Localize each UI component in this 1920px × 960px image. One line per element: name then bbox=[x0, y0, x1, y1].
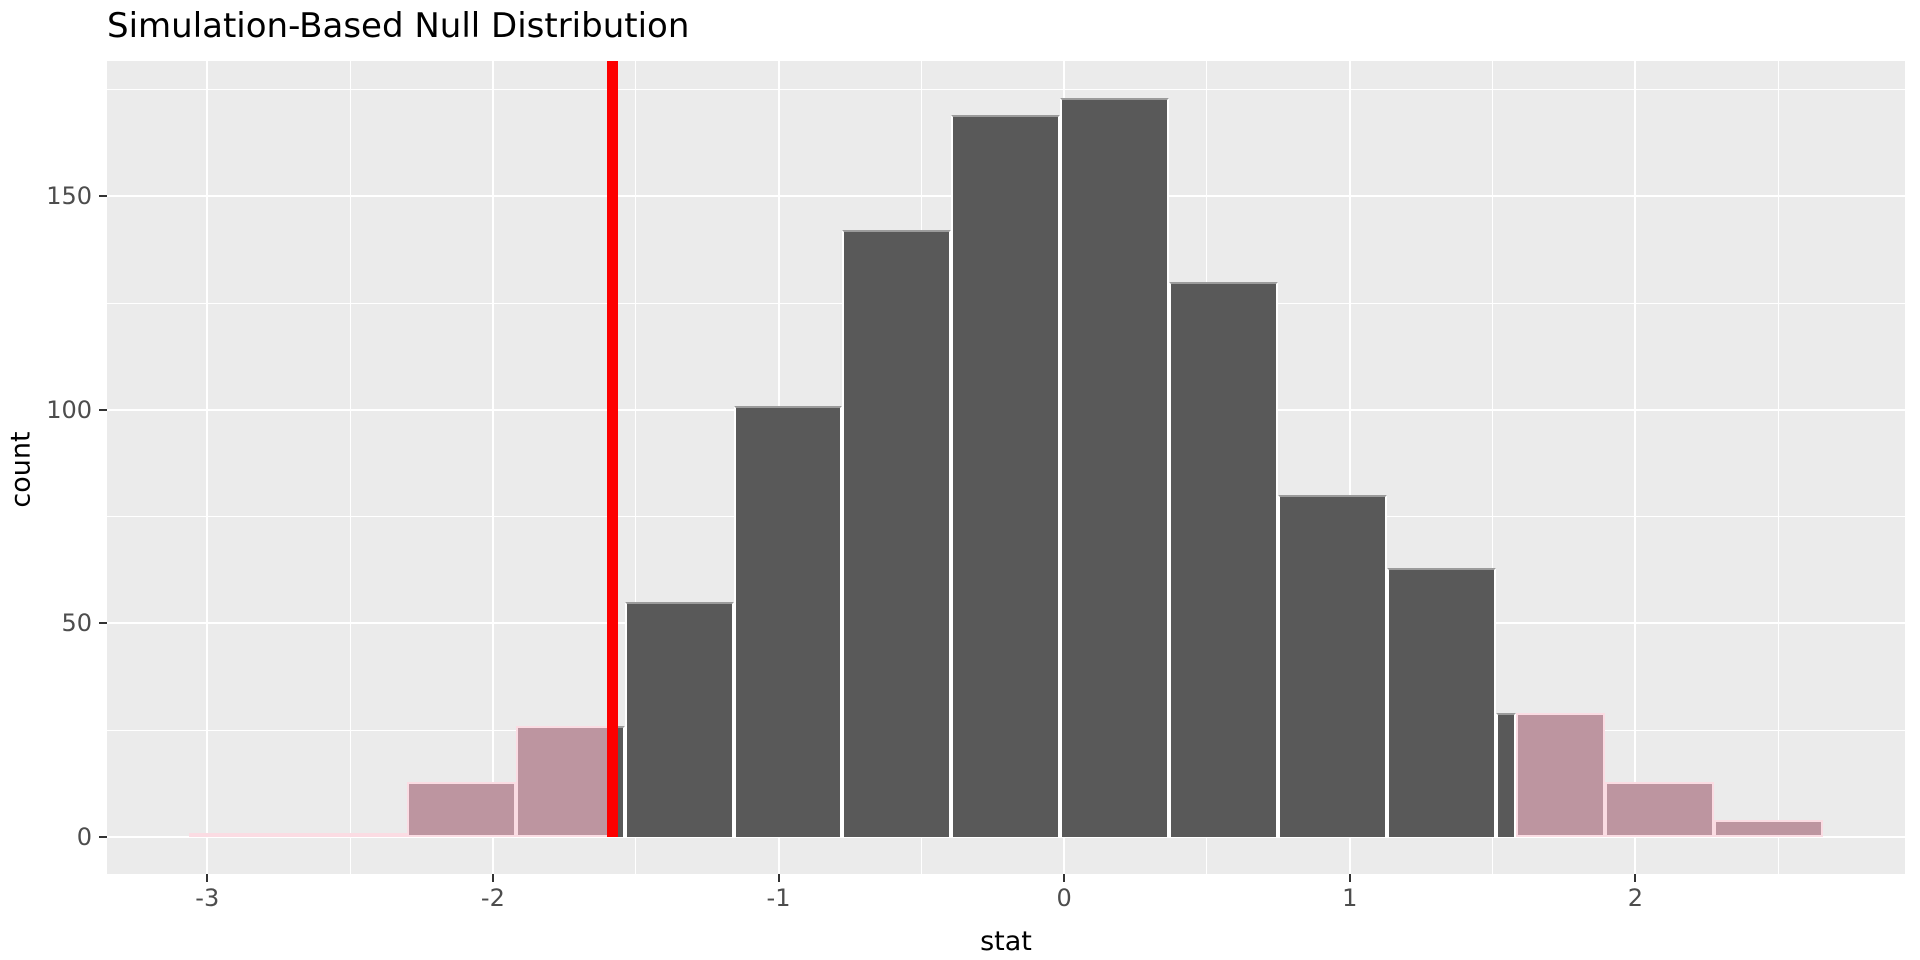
grid-minor-v bbox=[1492, 61, 1494, 874]
histogram-bar-tail bbox=[1714, 819, 1824, 838]
histogram-bar bbox=[842, 230, 952, 838]
y-axis-tick bbox=[99, 836, 107, 839]
plot-title: Simulation-Based Null Distribution bbox=[107, 6, 690, 46]
x-tick-label: -1 bbox=[766, 884, 791, 912]
grid-minor-v bbox=[1777, 61, 1779, 874]
x-axis-title: stat bbox=[980, 926, 1032, 957]
x-tick-label: -3 bbox=[195, 884, 220, 912]
x-axis-tick bbox=[1348, 874, 1351, 882]
histogram-bar-tail bbox=[406, 781, 516, 838]
grid-minor-v bbox=[349, 61, 351, 874]
x-axis-tick bbox=[206, 874, 209, 882]
histogram-bar-tail bbox=[515, 725, 613, 838]
y-tick-label: 100 bbox=[46, 395, 92, 424]
grid-minor-v bbox=[635, 61, 637, 874]
histogram-bar-tail bbox=[1605, 781, 1715, 838]
x-axis-tick bbox=[491, 874, 494, 882]
y-axis-tick bbox=[99, 622, 107, 625]
x-tick-label: 0 bbox=[1056, 884, 1072, 912]
y-axis-tick bbox=[99, 408, 107, 411]
y-tick-label: 50 bbox=[61, 609, 92, 638]
grid-major-v bbox=[1348, 61, 1351, 874]
plot-panel bbox=[107, 61, 1905, 874]
grid-major-v bbox=[491, 61, 494, 874]
histogram-bar bbox=[1496, 713, 1516, 838]
x-axis-tick bbox=[777, 874, 780, 882]
grid-major-h bbox=[107, 836, 1905, 839]
histogram-bar-tail bbox=[297, 832, 407, 838]
grid-minor-h bbox=[107, 88, 1905, 90]
histogram-bar bbox=[1278, 495, 1388, 838]
x-axis-tick bbox=[1634, 874, 1637, 882]
histogram-bar-tail bbox=[188, 832, 298, 838]
x-tick-label: -2 bbox=[480, 884, 505, 912]
histogram-bar-tail bbox=[1515, 713, 1606, 838]
observed-stat-line bbox=[606, 61, 618, 838]
grid-major-v bbox=[1634, 61, 1637, 874]
y-axis-tick bbox=[99, 195, 107, 198]
histogram-bar bbox=[733, 405, 843, 838]
x-axis-tick bbox=[1063, 874, 1066, 882]
histogram-bar bbox=[1060, 97, 1170, 838]
histogram-bar bbox=[1387, 567, 1497, 838]
grid-major-v bbox=[206, 61, 209, 874]
histogram-bar bbox=[1169, 281, 1279, 838]
y-tick-label: 150 bbox=[46, 182, 92, 211]
y-axis-title: count bbox=[5, 431, 37, 508]
histogram-bar bbox=[951, 115, 1061, 838]
y-tick-label: 0 bbox=[76, 823, 92, 852]
histogram-bar bbox=[624, 602, 734, 838]
x-tick-label: 1 bbox=[1342, 884, 1358, 912]
x-tick-label: 2 bbox=[1627, 884, 1643, 912]
